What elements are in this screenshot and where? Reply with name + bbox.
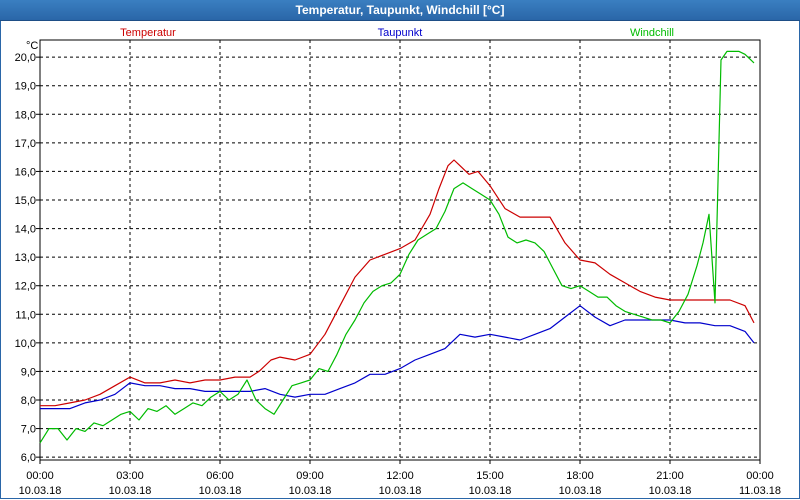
x-tick-time-label: 09:00: [296, 470, 324, 482]
y-tick-label: 12,0: [15, 281, 36, 293]
x-tick-date-label: 10.03.18: [19, 485, 62, 497]
series-group: [39, 50, 755, 444]
x-tick-time-label: 03:00: [116, 470, 144, 482]
x-tick-time-label: 21:00: [656, 470, 684, 482]
y-tick-label: 18,0: [15, 109, 36, 121]
y-tick-label: 9,0: [21, 366, 36, 378]
legend-item-windchill: Windchill: [630, 27, 674, 39]
x-tick-date-label: 11.03.18: [739, 485, 781, 497]
series-line-taupunkt: [40, 305, 755, 410]
x-tick-date-label: 10.03.18: [109, 485, 152, 497]
x-tick-time-label: 06:00: [206, 470, 234, 482]
x-tick-date-label: 10.03.18: [199, 485, 242, 497]
series-line-windchill: [39, 50, 755, 444]
legend-item-temperatur: Temperatur: [120, 27, 176, 39]
y-tick-label: 10,0: [15, 338, 36, 350]
y-tick-label: 7,0: [21, 424, 36, 436]
x-tick-date-label: 10.03.18: [469, 485, 512, 497]
y-tick-label: 8,0: [21, 395, 36, 407]
x-axis-ticks: 00:00 10.03.18 03:00 10.03.18 06:00 10.03.18 0…: [19, 460, 781, 497]
x-tick-date-label: 10.03.18: [289, 485, 332, 497]
y-tick-label: 19,0: [15, 81, 36, 93]
y-tick-label: 16,0: [15, 166, 36, 178]
x-tick-time-label: 18:00: [566, 470, 594, 482]
y-tick-label: 13,0: [15, 252, 36, 264]
grid-lines: [40, 40, 760, 460]
y-tick-label: 17,0: [15, 138, 36, 150]
legend: Temperatur Taupunkt Windchill: [120, 27, 674, 39]
x-tick-time-label: 00:00: [26, 470, 54, 482]
series-line-temperatur: [40, 159, 755, 407]
y-tick-label: 14,0: [15, 224, 36, 236]
x-tick-date-label: 10.03.18: [379, 485, 422, 497]
y-tick-label: 6,0: [21, 452, 36, 464]
y-tick-label: 11,0: [15, 309, 36, 321]
window-title: Temperatur, Taupunkt, Windchill [°C]: [0, 0, 800, 21]
x-tick-time-label: 12:00: [386, 470, 414, 482]
y-axis-unit: °C: [26, 40, 38, 52]
legend-item-taupunkt: Taupunkt: [378, 27, 423, 39]
y-axis-ticks: 6,0 7,0 8,0 9,0 10,0 11,0 12,0 13,0 14,0 15,0 16,0…: [15, 52, 40, 464]
y-tick-label: 15,0: [15, 195, 36, 207]
y-tick-label: 20,0: [15, 52, 36, 64]
x-tick-date-label: 10.03.18: [559, 485, 602, 497]
x-tick-time-label: 15:00: [476, 470, 504, 482]
x-tick-time-label: 00:00: [746, 470, 774, 482]
x-tick-date-label: 10.03.18: [649, 485, 692, 497]
